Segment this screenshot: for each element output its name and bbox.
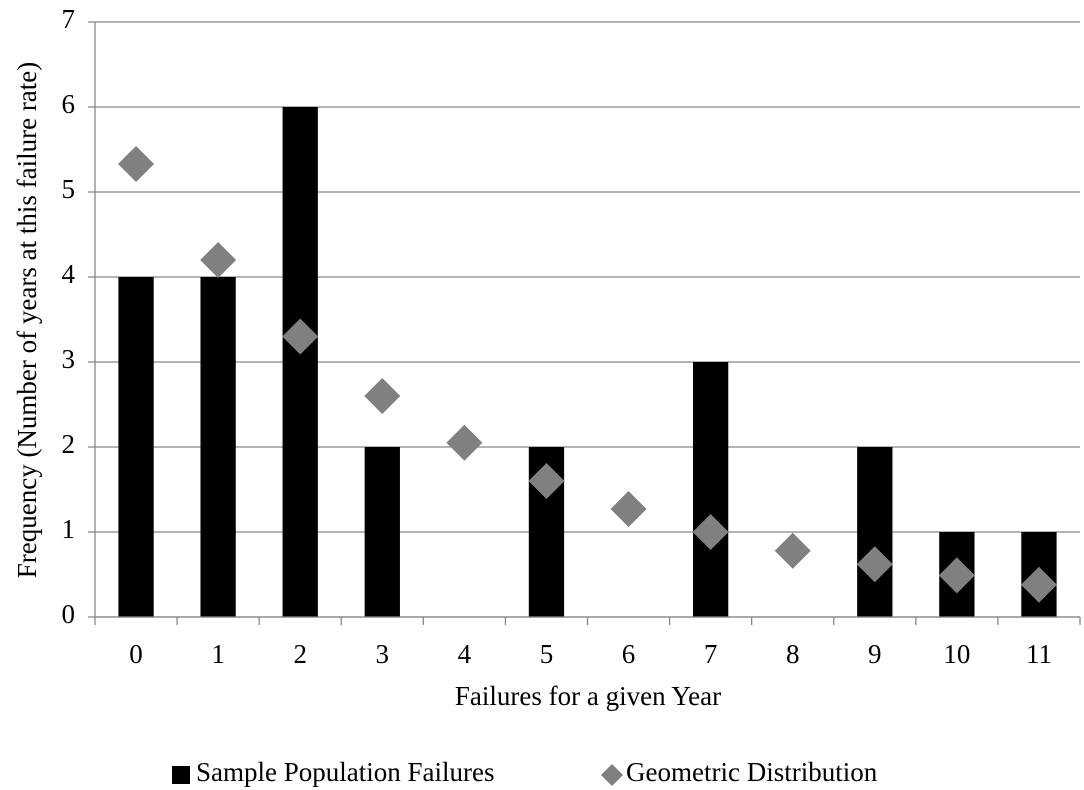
y-tick-label: 4	[62, 259, 76, 289]
marker	[938, 557, 975, 594]
x-tick-label: 10	[943, 639, 970, 669]
x-tick-label: 7	[704, 639, 718, 669]
marker	[282, 318, 319, 355]
marker	[1020, 566, 1057, 603]
bar	[282, 107, 318, 617]
x-axis-label: Failures for a given Year	[455, 681, 721, 711]
marker	[446, 424, 483, 461]
y-tick-label: 2	[62, 429, 76, 459]
marker	[774, 532, 811, 569]
legend-label: Geometric Distribution	[626, 757, 878, 787]
x-tick-label: 11	[1026, 639, 1052, 669]
x-tick-label: 6	[622, 639, 636, 669]
x-tick-label: 8	[786, 639, 800, 669]
x-tick-label: 5	[540, 639, 554, 669]
marker	[610, 491, 647, 528]
marker	[200, 242, 237, 278]
marker	[118, 145, 155, 182]
bar	[118, 277, 154, 617]
x-tick-label: 1	[211, 639, 225, 669]
x-tick-label: 0	[129, 639, 143, 669]
marker	[692, 514, 729, 550]
y-tick-label: 5	[62, 174, 76, 204]
x-tick-label: 3	[376, 639, 390, 669]
y-tick-label: 1	[62, 514, 76, 544]
x-tick-label: 4	[458, 639, 472, 669]
bar	[692, 362, 729, 617]
y-tick-label: 0	[62, 599, 76, 629]
legend-swatch	[172, 766, 190, 784]
bar	[364, 447, 400, 617]
y-tick-label: 7	[62, 4, 76, 34]
bar	[200, 277, 236, 617]
legend-label: Sample Population Failures	[196, 757, 494, 787]
y-tick-label: 6	[62, 89, 76, 119]
marker	[856, 546, 893, 583]
legend-swatch	[601, 764, 623, 786]
y-tick-label: 3	[62, 344, 76, 374]
y-axis-label: Frequency (Number of years at this failu…	[12, 62, 42, 579]
marker	[528, 463, 565, 499]
bar	[857, 447, 893, 617]
x-tick-label: 2	[293, 639, 307, 669]
marker	[364, 378, 401, 414]
x-tick-label: 9	[868, 639, 882, 669]
